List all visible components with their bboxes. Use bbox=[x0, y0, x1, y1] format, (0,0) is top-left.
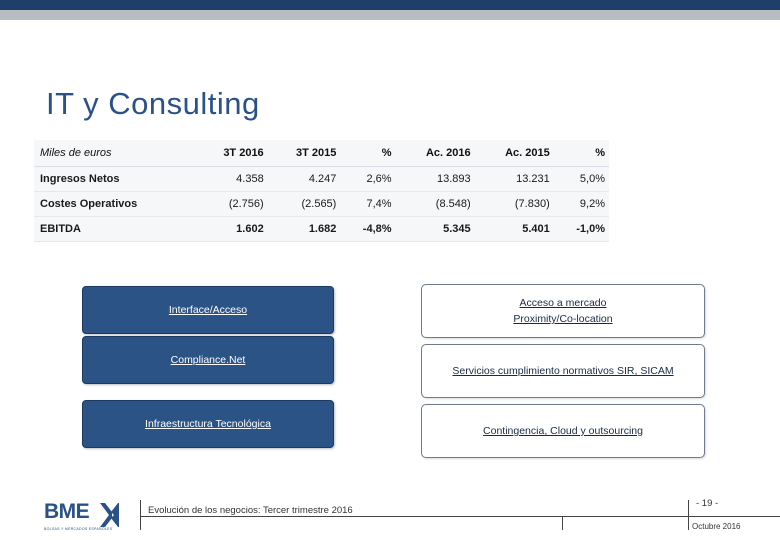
box-interface-acceso[interactable]: Interface/Acceso bbox=[82, 286, 334, 334]
box-acceso-mercado[interactable]: Acceso a mercado Proximity/Co-location bbox=[421, 284, 705, 338]
table-header: % bbox=[553, 140, 609, 167]
table-cell: 13.893 bbox=[395, 166, 475, 192]
footer-divider bbox=[140, 500, 141, 530]
bme-logo: BME BOLSAS Y MERCADOS ESPAÑOLES bbox=[44, 500, 122, 536]
box-servicios-cumplimiento[interactable]: Servicios cumplimiento normativos SIR, S… bbox=[421, 344, 705, 398]
table-cell: 5.401 bbox=[474, 216, 554, 242]
box-label[interactable]: Contingencia, Cloud y outsourcing bbox=[483, 425, 643, 437]
table-cell: 5.345 bbox=[395, 216, 475, 242]
table-cell: Costes Operativos bbox=[34, 191, 196, 217]
table-header: Ac. 2016 bbox=[395, 140, 475, 167]
table-cell: (7.830) bbox=[474, 191, 554, 217]
box-label[interactable]: Servicios cumplimiento normativos SIR, S… bbox=[452, 365, 674, 377]
table-row: EBITDA 1.602 1.682 -4,8% 5.345 5.401 -1,… bbox=[34, 216, 609, 242]
table-cell: 7,4% bbox=[340, 191, 396, 217]
table-header-row: Miles de euros 3T 2016 3T 2015 % Ac. 201… bbox=[34, 140, 609, 167]
table-cell: 1.602 bbox=[195, 216, 268, 242]
table-cell: (2.756) bbox=[195, 191, 268, 217]
table-header: 3T 2015 bbox=[267, 140, 341, 167]
box-compliance-net[interactable]: Compliance.Net bbox=[82, 336, 334, 384]
table-cell: 5,0% bbox=[553, 166, 609, 192]
table-header: Ac. 2015 bbox=[474, 140, 554, 167]
table-header: 3T 2016 bbox=[195, 140, 268, 167]
table-cell: 9,2% bbox=[553, 191, 609, 217]
table-cell: 4.247 bbox=[267, 166, 341, 192]
table-header: Miles de euros bbox=[34, 140, 196, 167]
financial-table: Miles de euros 3T 2016 3T 2015 % Ac. 201… bbox=[34, 140, 609, 242]
table-cell: EBITDA bbox=[34, 216, 196, 242]
table-cell: -4,8% bbox=[340, 216, 396, 242]
footer-date: Octubre 2016 bbox=[692, 522, 741, 531]
table-cell: (8.548) bbox=[395, 191, 475, 217]
logo-x-icon bbox=[100, 503, 119, 527]
table-cell: -1,0% bbox=[553, 216, 609, 242]
page-title: IT y Consulting bbox=[46, 86, 260, 121]
footer-divider bbox=[688, 500, 689, 530]
table-cell: 2,6% bbox=[340, 166, 396, 192]
box-label[interactable]: Acceso a mercado bbox=[519, 297, 607, 309]
table-cell: 4.358 bbox=[195, 166, 268, 192]
table-cell: 13.231 bbox=[474, 166, 554, 192]
footer-tick bbox=[562, 516, 563, 530]
footer-text: Evolución de los negocios: Tercer trimes… bbox=[148, 505, 353, 516]
box-label[interactable]: Compliance.Net bbox=[170, 354, 246, 366]
box-label[interactable]: Infraestructura Tecnológica bbox=[145, 418, 271, 430]
top-bar-secondary bbox=[0, 10, 780, 20]
table-cell: 1.682 bbox=[267, 216, 341, 242]
box-contingencia[interactable]: Contingencia, Cloud y outsourcing bbox=[421, 404, 705, 458]
table-cell: (2.565) bbox=[267, 191, 341, 217]
footer-line bbox=[140, 516, 780, 517]
box-label[interactable]: Interface/Acceso bbox=[168, 304, 248, 316]
page-number: - 19 - bbox=[696, 498, 719, 509]
logo-subtitle: BOLSAS Y MERCADOS ESPAÑOLES bbox=[44, 527, 113, 531]
table-row: Costes Operativos (2.756) (2.565) 7,4% (… bbox=[34, 191, 609, 217]
box-label[interactable]: Proximity/Co-location bbox=[513, 313, 613, 325]
box-infraestructura[interactable]: Infraestructura Tecnológica bbox=[82, 400, 334, 448]
table-cell: Ingresos Netos bbox=[34, 166, 196, 192]
logo-text: BME bbox=[44, 500, 90, 523]
table-row: Ingresos Netos 4.358 4.247 2,6% 13.893 1… bbox=[34, 166, 609, 192]
top-bar bbox=[0, 0, 780, 10]
table-header: % bbox=[340, 140, 396, 167]
